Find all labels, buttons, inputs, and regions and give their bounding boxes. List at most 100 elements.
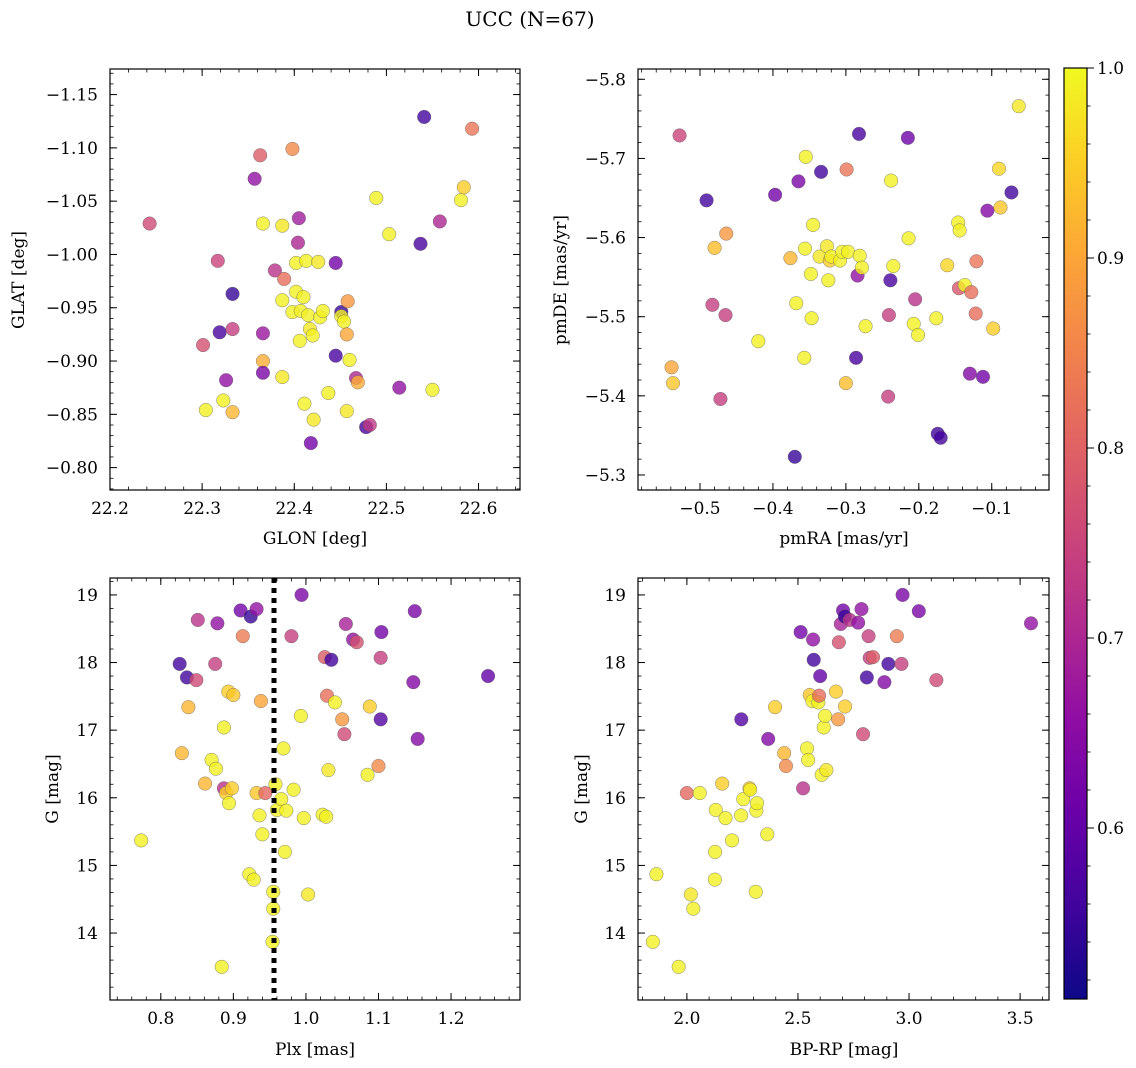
colorbar: 0.6 0.7 0.8 0.9 1.0 bbox=[1063, 59, 1124, 1000]
y-tick-label: 15 bbox=[76, 856, 98, 876]
data-point bbox=[671, 959, 686, 974]
data-point bbox=[856, 727, 871, 742]
data-point bbox=[699, 193, 714, 208]
data-point bbox=[796, 781, 811, 796]
data-point bbox=[821, 273, 836, 288]
y-tick-label: 17 bbox=[604, 721, 626, 741]
data-point bbox=[707, 872, 722, 887]
data-point bbox=[991, 161, 1007, 176]
data-point bbox=[831, 635, 846, 650]
data-point bbox=[253, 148, 268, 163]
data-point bbox=[190, 612, 205, 627]
data-point bbox=[417, 109, 432, 125]
data-point bbox=[865, 650, 881, 665]
data-point bbox=[793, 625, 808, 640]
x-tick-label: 22.3 bbox=[183, 499, 221, 519]
data-point bbox=[980, 203, 995, 218]
y-tick-label: −0.95 bbox=[46, 299, 98, 319]
data-point bbox=[335, 712, 350, 727]
data-point bbox=[683, 887, 698, 902]
data-point bbox=[210, 616, 225, 631]
x-axis-label: Plx [mas] bbox=[275, 1040, 355, 1060]
data-point bbox=[339, 404, 354, 419]
scatter-points bbox=[134, 587, 496, 974]
data-point bbox=[768, 187, 783, 202]
data-point bbox=[986, 321, 1001, 336]
data-point bbox=[349, 635, 364, 650]
y-axis-label: G [mag] bbox=[572, 754, 592, 823]
x-tick-label: 0.9 bbox=[220, 1009, 247, 1029]
data-point bbox=[255, 827, 270, 842]
data-point bbox=[787, 449, 802, 464]
data-point bbox=[900, 130, 915, 145]
panel-pm: pmRA [mas/yr] pmDE [mas/yr] −0.5 −0.4 −0.3… bbox=[551, 68, 1050, 549]
y-tick-label: 15 bbox=[604, 856, 626, 876]
x-tick-label: −0.5 bbox=[679, 499, 720, 519]
x-tick-label: 1.2 bbox=[438, 1009, 465, 1029]
data-point bbox=[761, 731, 776, 747]
axes-frame bbox=[109, 68, 521, 491]
data-point bbox=[713, 391, 728, 407]
data-point bbox=[901, 231, 916, 246]
data-point bbox=[881, 389, 896, 404]
x-tick-label: 2.0 bbox=[673, 1009, 700, 1029]
x-axis-label: BP-RP [mag] bbox=[790, 1040, 899, 1060]
axes-frame bbox=[637, 68, 1050, 491]
data-point bbox=[705, 297, 720, 312]
scatter-points bbox=[142, 109, 480, 451]
y-tick-label: −0.90 bbox=[46, 352, 98, 372]
data-point bbox=[258, 786, 273, 801]
data-point bbox=[962, 366, 977, 381]
data-point bbox=[296, 811, 311, 826]
data-point bbox=[225, 286, 240, 301]
data-point bbox=[664, 360, 679, 375]
y-tick-label: −5.8 bbox=[585, 70, 626, 90]
data-point bbox=[246, 872, 261, 887]
y-tick-label: −1.15 bbox=[46, 86, 98, 106]
data-point bbox=[665, 376, 681, 391]
data-point bbox=[883, 273, 898, 288]
axes-frame bbox=[109, 577, 521, 1001]
data-point bbox=[783, 251, 798, 266]
data-point bbox=[748, 884, 763, 899]
colorbar-tick-label: 0.9 bbox=[1097, 249, 1124, 269]
data-point bbox=[743, 782, 758, 797]
data-point bbox=[277, 844, 292, 859]
data-point bbox=[296, 290, 311, 305]
data-point bbox=[791, 174, 806, 189]
data-point bbox=[299, 253, 314, 268]
data-point bbox=[275, 218, 290, 233]
data-point bbox=[275, 293, 290, 308]
data-point bbox=[360, 767, 375, 782]
data-point bbox=[1004, 185, 1019, 200]
y-tick-label: 18 bbox=[76, 654, 98, 674]
data-point bbox=[805, 217, 821, 232]
data-point bbox=[210, 253, 225, 268]
data-point bbox=[311, 254, 326, 269]
y-axis-label: GLAT [deg] bbox=[9, 231, 29, 329]
data-point bbox=[373, 712, 388, 727]
data-point bbox=[718, 308, 733, 323]
data-point bbox=[413, 236, 428, 251]
data-point bbox=[216, 393, 231, 408]
data-point bbox=[305, 328, 320, 343]
data-point bbox=[751, 334, 766, 349]
data-point bbox=[851, 615, 866, 630]
data-point bbox=[219, 373, 234, 388]
data-point bbox=[1023, 616, 1039, 631]
data-point bbox=[339, 327, 354, 342]
data-point bbox=[838, 699, 853, 714]
data-point bbox=[338, 616, 353, 632]
data-point bbox=[410, 731, 425, 747]
data-point bbox=[968, 306, 983, 321]
data-point bbox=[719, 226, 734, 241]
data-point bbox=[750, 796, 765, 811]
data-point bbox=[877, 675, 892, 690]
data-point bbox=[831, 712, 846, 727]
y-tick-label: −5.6 bbox=[585, 229, 626, 249]
x-tick-label: 3.0 bbox=[896, 1009, 923, 1029]
data-point bbox=[255, 365, 270, 380]
data-point bbox=[801, 752, 816, 767]
data-point bbox=[134, 833, 149, 848]
data-point bbox=[181, 700, 196, 715]
